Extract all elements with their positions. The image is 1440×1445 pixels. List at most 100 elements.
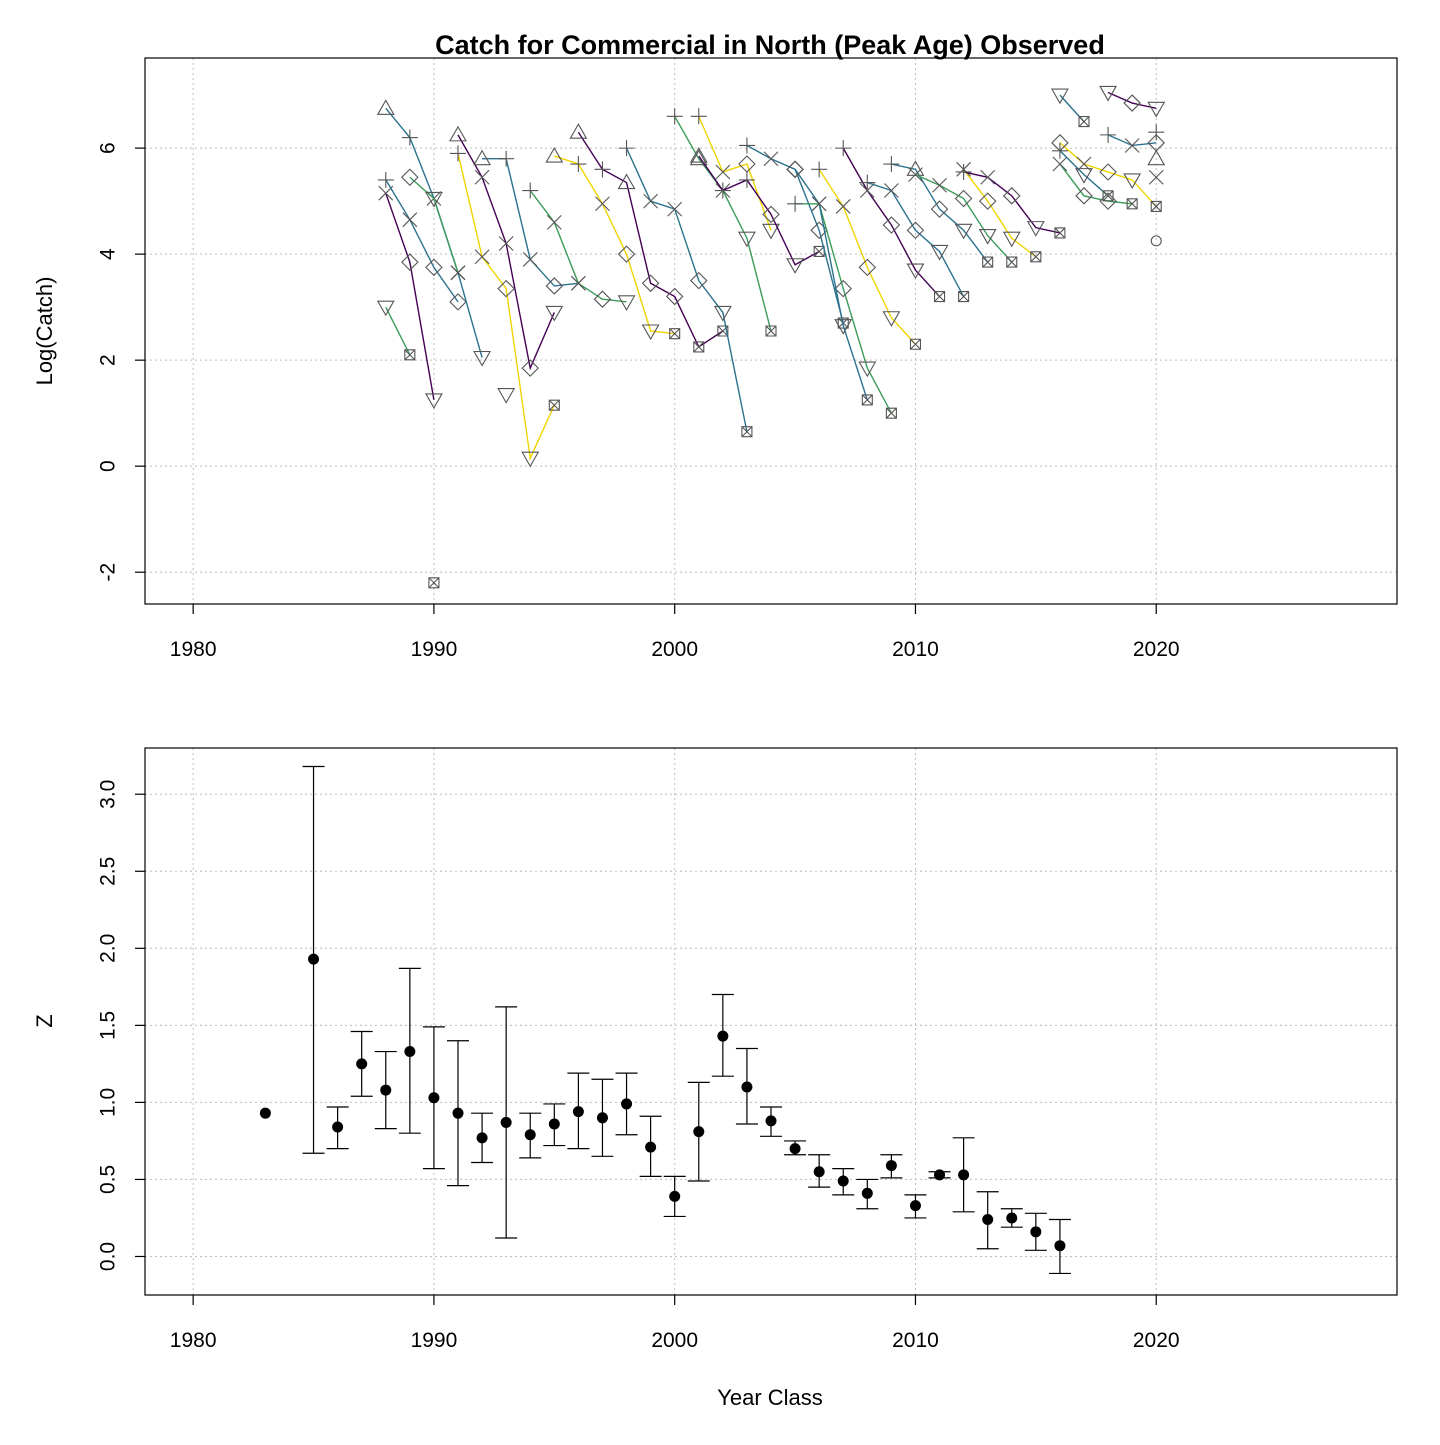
triangle-up-marker: [545, 146, 564, 163]
cross-marker: [883, 183, 899, 198]
cross-marker: [498, 236, 514, 251]
z-estimate: [591, 1078, 614, 1157]
cross-marker: [811, 196, 827, 212]
diamond-marker: [617, 245, 636, 263]
cohort-series: [859, 174, 970, 303]
z-estimate: [856, 1178, 879, 1210]
diamond-marker: [401, 168, 419, 187]
box-x-marker: [404, 349, 416, 361]
box-x-marker: [741, 426, 753, 438]
z-estimate: [471, 1112, 494, 1164]
diamond-marker: [665, 287, 684, 306]
z-point: [885, 1160, 897, 1172]
cohort-line: [794, 168, 868, 401]
cohort-series: [569, 123, 729, 353]
cohort-series: [1148, 169, 1164, 185]
box-x-marker: [669, 328, 681, 340]
box-x-marker: [1030, 251, 1042, 263]
z-point: [693, 1126, 705, 1138]
cross-marker: [546, 214, 562, 230]
plus-marker: [666, 108, 683, 125]
cohort-line: [409, 176, 459, 273]
z-estimate: [928, 1169, 951, 1181]
diamond-marker: [978, 192, 997, 210]
cohort-line: [385, 192, 435, 401]
bottom-x-axis-label: Year Class: [717, 1385, 823, 1410]
z-point: [1054, 1240, 1066, 1252]
cross-marker: [1148, 169, 1164, 185]
cohort-series: [1148, 124, 1165, 141]
plus-marker: [955, 163, 972, 180]
z-point: [909, 1200, 921, 1212]
cross-marker: [1052, 156, 1068, 172]
z-point: [524, 1129, 536, 1141]
z-point: [934, 1169, 946, 1181]
z-estimate: [832, 1168, 855, 1196]
cross-marker: [980, 169, 996, 185]
cohort-line: [1059, 163, 1133, 205]
plus-marker: [498, 150, 515, 167]
z-estimate: [567, 1072, 590, 1150]
z-point: [356, 1058, 368, 1070]
box-x-marker: [1102, 190, 1114, 202]
z-point: [308, 953, 320, 965]
cohort-line: [963, 171, 1061, 234]
top-y-tick-label: 0: [96, 460, 119, 472]
triangle-down-marker: [762, 223, 780, 240]
bottom-y-tick-label: 3.0: [96, 780, 119, 809]
triangle-down-marker: [1099, 85, 1118, 102]
z-point: [1030, 1226, 1042, 1238]
triangle-up-marker: [473, 149, 492, 166]
plus-marker: [1051, 142, 1068, 159]
cross-marker: [1124, 138, 1140, 153]
cohort-series: [450, 145, 560, 468]
diamond-marker: [954, 189, 973, 208]
triangle-down-marker: [1026, 221, 1045, 237]
cross-marker: [715, 164, 731, 180]
cohort-series: [1050, 88, 1090, 128]
cohort-series: [689, 146, 825, 274]
box-x-marker: [982, 256, 994, 268]
cohort-line: [891, 163, 989, 263]
triangle-down-marker: [424, 393, 443, 410]
box-x-marker: [909, 338, 922, 350]
top-x-tick-label: 1990: [411, 638, 458, 661]
z-estimate: [398, 967, 421, 1134]
cohort-series: [787, 195, 897, 419]
plus-marker: [738, 137, 755, 154]
plus-marker: [522, 182, 539, 199]
triangle-down-marker: [954, 223, 973, 240]
top-y-axis-label: Log(Catch): [32, 277, 57, 386]
triangle-down-marker: [713, 305, 732, 322]
cross-marker: [450, 265, 466, 281]
z-estimate: [422, 1026, 445, 1170]
z-estimate: [952, 1137, 975, 1213]
z-point: [332, 1121, 344, 1133]
cross-marker: [595, 196, 610, 212]
box-x-marker: [1126, 198, 1138, 210]
cross-marker: [474, 169, 490, 185]
cross-marker: [522, 252, 538, 267]
z-point: [380, 1084, 392, 1096]
z-estimate: [615, 1072, 638, 1136]
z-point: [500, 1116, 512, 1128]
cohort-series: [428, 577, 440, 589]
cohort-line: [385, 306, 411, 356]
cross-marker: [763, 151, 779, 167]
cross-marker: [835, 199, 851, 214]
diamond-marker: [858, 258, 877, 277]
cohort-series: [738, 137, 849, 329]
plus-marker: [401, 129, 418, 146]
bottom-x-tick-label: 1980: [170, 1329, 217, 1352]
box-x-marker: [548, 399, 560, 411]
diamond-marker: [1002, 187, 1021, 205]
diamond-marker: [401, 253, 419, 271]
z-point: [259, 1107, 271, 1119]
bottom-x-tick-label: 1990: [411, 1329, 458, 1352]
triangle-down-marker: [641, 324, 660, 341]
triangle-down-marker: [1147, 101, 1166, 118]
z-point: [789, 1143, 801, 1155]
box-x-marker: [861, 394, 873, 406]
triangle-down-marker: [930, 244, 949, 261]
z-point: [1006, 1212, 1018, 1224]
